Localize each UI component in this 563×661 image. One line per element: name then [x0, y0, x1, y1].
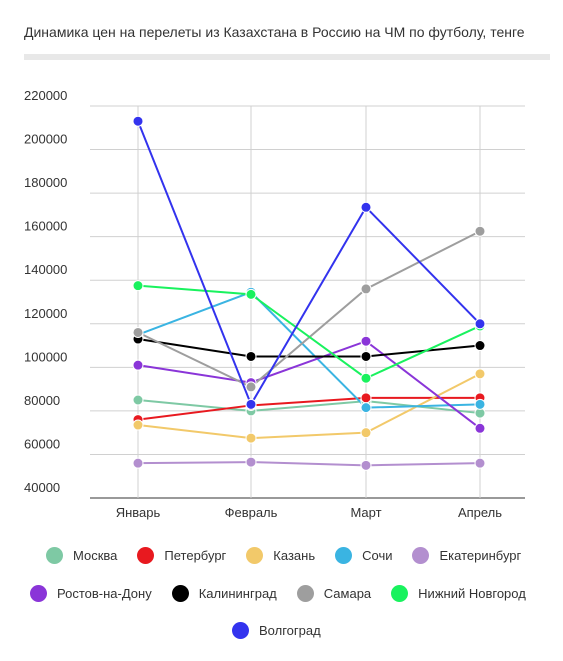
legend-swatch	[46, 547, 63, 564]
data-point	[474, 398, 486, 410]
y-tick-label: 40000	[24, 480, 60, 495]
legend-item: Калининград	[171, 585, 277, 602]
data-point	[360, 372, 372, 384]
legend-swatch	[137, 547, 155, 564]
legend-item: Самара	[296, 585, 372, 602]
legend-row: Москва Петербург Казань Сочи Екатеринбург	[46, 547, 521, 564]
x-tick-label: Январь	[116, 505, 161, 520]
series-line-6	[137, 338, 481, 358]
data-point	[474, 225, 486, 237]
title-divider	[24, 54, 550, 60]
data-point	[132, 359, 144, 371]
legend-swatch	[296, 585, 314, 602]
legend-item: Ростов-на-Дону	[30, 585, 152, 602]
y-tick-label: 100000	[24, 349, 67, 364]
legend-swatch	[246, 547, 264, 564]
data-point	[360, 402, 372, 414]
series-line-1	[137, 396, 480, 421]
legend-item: Волгоград	[232, 622, 321, 639]
data-point	[245, 398, 257, 410]
legend-label: Ростов-на-Дону	[57, 586, 152, 601]
legend-row: Ростов-на-Дону Калининград Самара Нижний Но…	[30, 585, 526, 602]
data-point	[132, 326, 144, 338]
x-tick-label: Февраль	[225, 505, 278, 520]
series-line-8	[137, 284, 481, 380]
data-point	[245, 381, 257, 393]
data-point	[474, 368, 486, 380]
data-point	[360, 427, 372, 439]
data-point	[360, 350, 372, 362]
y-axis-ticks: 40000 60000 80000 100000 120000 140000 160000 1…	[24, 88, 67, 495]
legend-label: Нижний Новгород	[418, 586, 526, 601]
legend-label: Самара	[323, 586, 372, 601]
legend-label: Сочи	[362, 548, 393, 563]
legend-swatch	[412, 547, 430, 564]
data-point	[132, 280, 144, 292]
legend-label: Москва	[73, 548, 118, 563]
series-points	[132, 115, 486, 471]
data-point	[245, 456, 257, 468]
legend-swatch	[30, 585, 47, 602]
data-point	[132, 115, 144, 127]
legend-label: Екатеринбург	[439, 548, 522, 563]
y-tick-label: 140000	[24, 262, 67, 277]
data-point	[474, 340, 486, 352]
legend-swatch	[335, 547, 353, 564]
series-line-5	[137, 340, 481, 430]
legend-item: Екатеринбург	[412, 547, 521, 564]
data-point	[245, 288, 257, 300]
data-point	[245, 350, 257, 362]
y-tick-label: 200000	[24, 132, 67, 147]
legend-swatch	[232, 622, 249, 639]
data-point	[360, 392, 372, 404]
data-point	[132, 457, 144, 469]
legend-swatch	[171, 585, 189, 602]
data-point	[360, 283, 372, 295]
legend-label: Казань	[273, 548, 316, 563]
data-point	[360, 459, 372, 471]
x-tick-label: Апрель	[458, 505, 502, 520]
legend-swatch	[391, 585, 409, 602]
series-line-4	[137, 461, 481, 467]
legend-item: Петербург	[137, 547, 226, 564]
data-point	[360, 201, 372, 213]
series-line-0	[137, 399, 481, 415]
y-tick-label: 160000	[24, 219, 67, 234]
y-tick-label: 220000	[24, 88, 67, 103]
y-tick-label: 120000	[24, 306, 67, 321]
legend-label: Калининград	[198, 586, 277, 601]
y-tick-label: 80000	[24, 393, 60, 408]
series-line-2	[137, 372, 481, 440]
legend-item: Сочи	[335, 547, 392, 564]
legend-label: Петербург	[164, 548, 227, 563]
data-point	[474, 422, 486, 434]
series-lines	[137, 120, 481, 467]
y-tick-label: 180000	[24, 175, 67, 190]
legend-item: Нижний Новгород	[391, 585, 526, 602]
data-point	[245, 432, 257, 444]
line-chart: 40000 60000 80000 100000 120000 140000 160000 1…	[24, 88, 525, 520]
series-line-9	[137, 120, 481, 407]
data-point	[474, 457, 486, 469]
series-line-3	[137, 291, 481, 409]
chart-title: Динамика цен на перелеты из Казахстана в…	[24, 24, 525, 40]
y-tick-label: 60000	[24, 436, 60, 451]
series-line-7	[137, 230, 481, 389]
legend-item: Москва	[46, 547, 117, 564]
data-point	[474, 318, 486, 330]
data-point	[360, 335, 372, 347]
legend-row: Волгоград	[232, 622, 321, 639]
data-point	[132, 394, 144, 406]
legend-item: Казань	[246, 547, 315, 564]
x-axis-ticks: Январь Февраль Март Апрель	[116, 505, 503, 520]
x-tick-label: Март	[350, 505, 381, 520]
data-point	[132, 419, 144, 431]
legend-label: Волгоград	[259, 623, 321, 638]
